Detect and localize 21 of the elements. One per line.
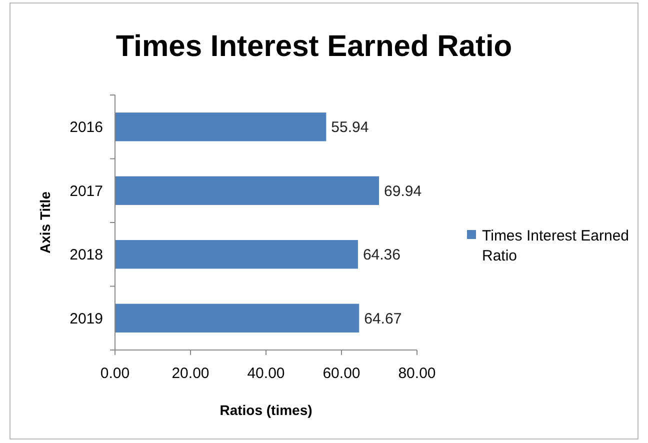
data-label: 64.67 bbox=[364, 310, 402, 328]
data-label: 69.94 bbox=[384, 182, 422, 200]
legend-label: Times Interest Earned Ratio bbox=[482, 227, 630, 264]
y-tick-label: 2018 bbox=[70, 246, 103, 264]
y-tick-label: 2017 bbox=[70, 182, 103, 200]
y-tick-label: 2016 bbox=[70, 119, 103, 136]
bar bbox=[115, 176, 380, 205]
data-label: 55.94 bbox=[331, 119, 369, 136]
x-axis-title: Ratios (times) bbox=[220, 402, 312, 418]
x-tick-label: 0.00 bbox=[100, 365, 130, 382]
x-tick-label: 20.00 bbox=[172, 365, 210, 382]
bar bbox=[115, 112, 326, 142]
x-tick-label: 40.00 bbox=[247, 365, 285, 382]
chart-title: Times Interest Earned Ratio bbox=[116, 30, 512, 63]
x-tick-label: 80.00 bbox=[398, 365, 436, 382]
x-tick-label: 60.00 bbox=[322, 365, 360, 382]
y-tick-label: 2019 bbox=[70, 310, 103, 328]
y-axis-title: Axis Title bbox=[37, 191, 53, 254]
data-label: 64.36 bbox=[362, 246, 401, 264]
bar bbox=[115, 240, 358, 269]
bar bbox=[115, 304, 360, 332]
